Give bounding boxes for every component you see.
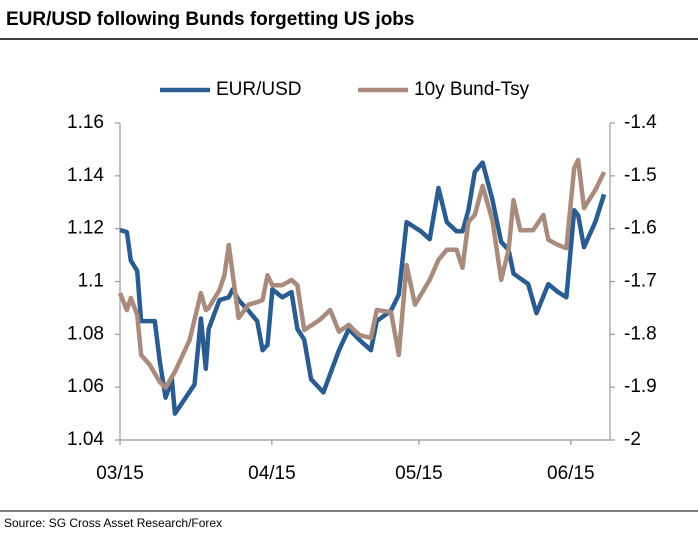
- chart-title: EUR/USD following Bunds forgetting US jo…: [6, 9, 414, 30]
- y2-tick-label: -2: [624, 429, 641, 450]
- y2-tick-label: -1.7: [624, 271, 657, 292]
- series-line: [117, 157, 607, 390]
- y2-tick-label: -1.5: [624, 165, 657, 186]
- y2-tick-label: -1.6: [624, 218, 657, 239]
- y2-tick-label: -1.9: [624, 376, 657, 397]
- y2-tick-label: -1.8: [624, 323, 657, 344]
- legend-label: EUR/USD: [216, 79, 302, 100]
- x-tick-label: 03/15: [96, 463, 144, 484]
- x-tick-label: 05/15: [395, 463, 443, 484]
- source: Source: SG Cross Asset Research/Forex: [4, 516, 222, 530]
- y-tick-label: 1.04: [67, 429, 104, 450]
- y-tick-label: 1.1: [78, 271, 104, 292]
- y-tick-label: 1.16: [67, 112, 104, 133]
- y-tick-label: 1.14: [67, 165, 104, 186]
- series-line: [119, 160, 607, 416]
- x-tick-label: 04/15: [248, 463, 296, 484]
- y2-tick-label: -1.4: [624, 112, 657, 133]
- x-tick-label: 06/15: [547, 463, 595, 484]
- y-tick-label: 1.08: [67, 323, 104, 344]
- y-tick-label: 1.12: [67, 218, 104, 239]
- legend-label: 10y Bund-Tsy: [414, 79, 530, 100]
- y-tick-label: 1.06: [67, 376, 104, 397]
